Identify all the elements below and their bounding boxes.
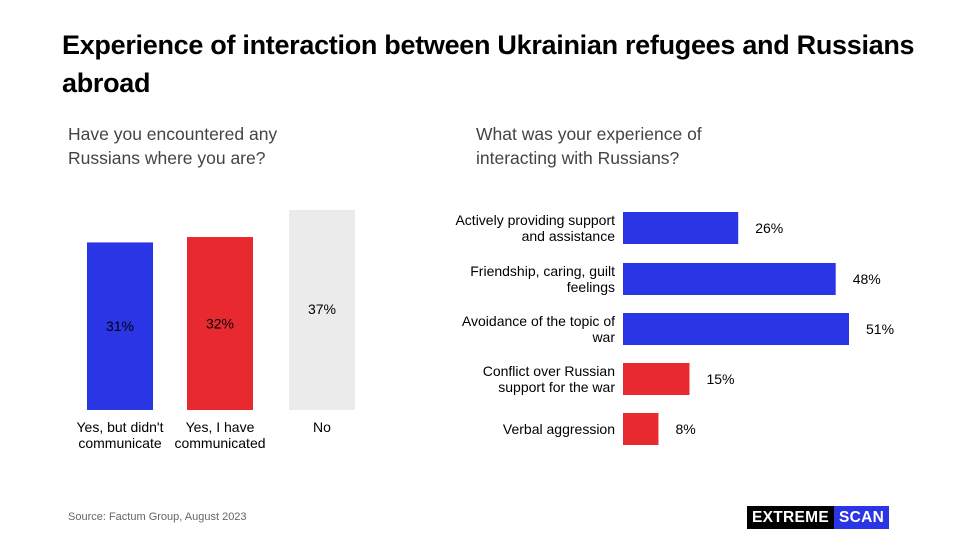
- hbar-category-label-4: Conflict over Russian support for the war: [483, 363, 616, 395]
- source-note: Source: Factum Group, August 2023: [68, 511, 247, 523]
- logo-part-extreme: EXTREME: [747, 506, 835, 529]
- chart-title: Experience of interaction between Ukrain…: [62, 30, 915, 98]
- hbar-value-label-4: 15%: [706, 371, 734, 387]
- vbar-category-label-1: Yes, but didn't communicate: [76, 419, 163, 451]
- vbar-1: [87, 242, 153, 410]
- hbar-category-label-2: Friendship, caring, guilt feelings: [470, 263, 615, 295]
- hbar-value-label-2: 48%: [853, 271, 881, 287]
- hbar-2: [623, 263, 836, 295]
- hbar-4: [623, 363, 690, 395]
- right-chart-title: What was your experience of interacting …: [476, 124, 702, 168]
- vbar-value-label-1: 31%: [106, 318, 134, 334]
- vbar-category-label-2: Yes, I have communicated: [174, 419, 265, 451]
- logo-part-scan: SCAN: [834, 506, 890, 529]
- hbar-category-label-5: Verbal aggression: [503, 421, 615, 437]
- hbar-value-label-5: 8%: [675, 421, 695, 437]
- hbar-category-label-1: Actively providing support and assistance: [455, 212, 615, 244]
- vbar-value-label-3: 37%: [308, 301, 336, 317]
- extremescan-logo: EXTREME SCAN: [747, 506, 890, 529]
- vbar-2: [187, 237, 253, 410]
- hbar-5: [623, 413, 659, 445]
- hbar-1: [623, 212, 739, 244]
- vbar-category-label-3: No: [313, 419, 331, 435]
- hbar-value-label-1: 26%: [755, 220, 783, 236]
- left-chart-title: Have you encountered any Russians where …: [68, 124, 278, 168]
- hbar-category-label-3: Avoidance of the topic of war: [462, 313, 615, 345]
- vbar-value-label-2: 32%: [206, 316, 234, 332]
- hbar-value-label-3: 51%: [866, 321, 894, 337]
- hbar-3: [623, 313, 849, 345]
- vbar-3: [289, 210, 355, 410]
